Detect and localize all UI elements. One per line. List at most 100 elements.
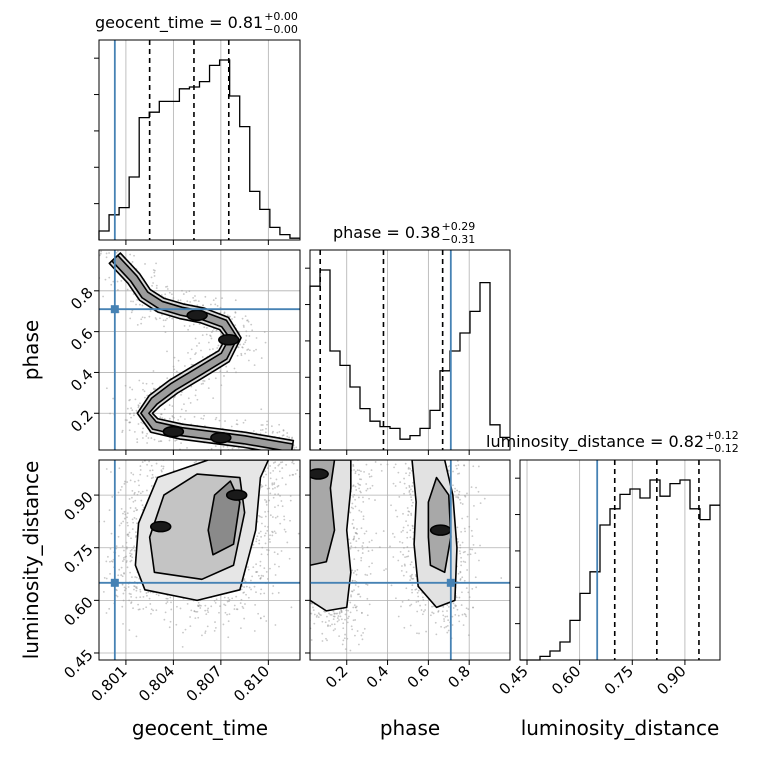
scatter-point [115, 545, 118, 548]
scatter-point [268, 499, 271, 502]
scatter-point [288, 452, 290, 454]
scatter-point [243, 586, 246, 588]
scatter-point [126, 516, 128, 519]
scatter-point [366, 574, 369, 577]
scatter-point [403, 492, 405, 495]
scatter-point [128, 599, 131, 602]
scatter-point [307, 465, 309, 467]
scatter-point [238, 453, 240, 455]
scatter-point [243, 400, 245, 402]
scatter-point [90, 246, 92, 248]
scatter-point [182, 631, 184, 634]
scatter-point [107, 246, 109, 248]
scatter-point [107, 555, 109, 558]
scatter-point [202, 379, 205, 382]
scatter-point [369, 453, 371, 455]
scatter-point [202, 382, 204, 385]
scatter-point [263, 567, 266, 570]
scatter-point [459, 579, 462, 581]
scatter-point [349, 457, 351, 459]
scatter-point [141, 431, 144, 434]
scatter-point [460, 437, 462, 439]
scatter-point [168, 453, 170, 455]
scatter-point [452, 484, 454, 487]
scatter-point [307, 442, 309, 444]
scatter-point [260, 516, 263, 519]
scatter-point [306, 617, 308, 619]
scatter-point [410, 452, 412, 454]
scatter-point [267, 526, 269, 528]
scatter-point [260, 588, 263, 591]
scatter-point [301, 438, 303, 440]
scatter-point [110, 471, 112, 473]
scatter-point [146, 432, 149, 435]
scatter-point [479, 502, 482, 504]
scatter-point [130, 311, 133, 314]
scatter-point [207, 387, 210, 390]
scatter-point [234, 311, 237, 314]
scatter-point [163, 408, 166, 411]
scatter-point [277, 504, 280, 507]
scatter-point [366, 546, 369, 549]
scatter-point [83, 253, 85, 255]
scatter-point [126, 566, 129, 569]
scatter-point [128, 531, 131, 534]
scatter-point [361, 638, 364, 641]
scatter-point [353, 493, 356, 496]
scatter-point [224, 420, 226, 422]
scatter-point [397, 440, 399, 442]
scatter-point [251, 575, 254, 578]
scatter-point [193, 610, 196, 612]
scatter-point [354, 570, 357, 572]
scatter-point [245, 585, 248, 588]
scatter-point [408, 510, 411, 513]
scatter-point [119, 489, 122, 491]
scatter-point [296, 614, 298, 616]
histogram-phase [309, 269, 510, 450]
scatter-point [108, 252, 110, 254]
scatter-point [129, 571, 132, 574]
scatter-point [350, 590, 353, 593]
scatter-point [144, 263, 146, 265]
scatter-point [109, 560, 111, 563]
scatter-point [269, 477, 272, 480]
scatter-point [247, 568, 250, 571]
scatter-point [410, 512, 413, 515]
scatter-point [129, 507, 132, 509]
scatter-point [226, 600, 229, 603]
scatter-point [408, 484, 411, 487]
scatter-point [460, 556, 463, 559]
scatter-point [152, 269, 155, 271]
scatter-point [447, 465, 450, 468]
scatter-point [368, 497, 370, 500]
scatter-point [258, 453, 260, 455]
scatter-point [149, 457, 151, 459]
x-tick-label: 0.810 [230, 662, 273, 705]
scatter-point [170, 601, 172, 604]
scatter-point [204, 295, 207, 298]
scatter-point [122, 622, 124, 625]
scatter-point [206, 455, 208, 457]
scatter-point [140, 440, 142, 442]
scatter-point [475, 586, 478, 589]
scatter-point [125, 541, 128, 544]
scatter-point [97, 282, 99, 284]
scatter-point [264, 499, 266, 501]
scatter-point [123, 482, 126, 485]
scatter-point [223, 375, 225, 377]
scatter-point [136, 299, 139, 301]
scatter-point [362, 515, 365, 518]
scatter-point [226, 457, 228, 459]
scatter-point [358, 441, 360, 443]
scatter-point [363, 532, 366, 535]
scatter-point [146, 442, 148, 444]
scatter-point [250, 579, 252, 582]
scatter-point [127, 586, 130, 588]
histogram-luminosity_distance [520, 479, 720, 661]
scatter-point [141, 304, 144, 307]
title-upper-error: +0.29 [441, 220, 475, 233]
scatter-point [273, 551, 276, 554]
scatter-point [208, 348, 211, 351]
scatter-point [242, 591, 245, 594]
scatter-point [261, 485, 264, 488]
